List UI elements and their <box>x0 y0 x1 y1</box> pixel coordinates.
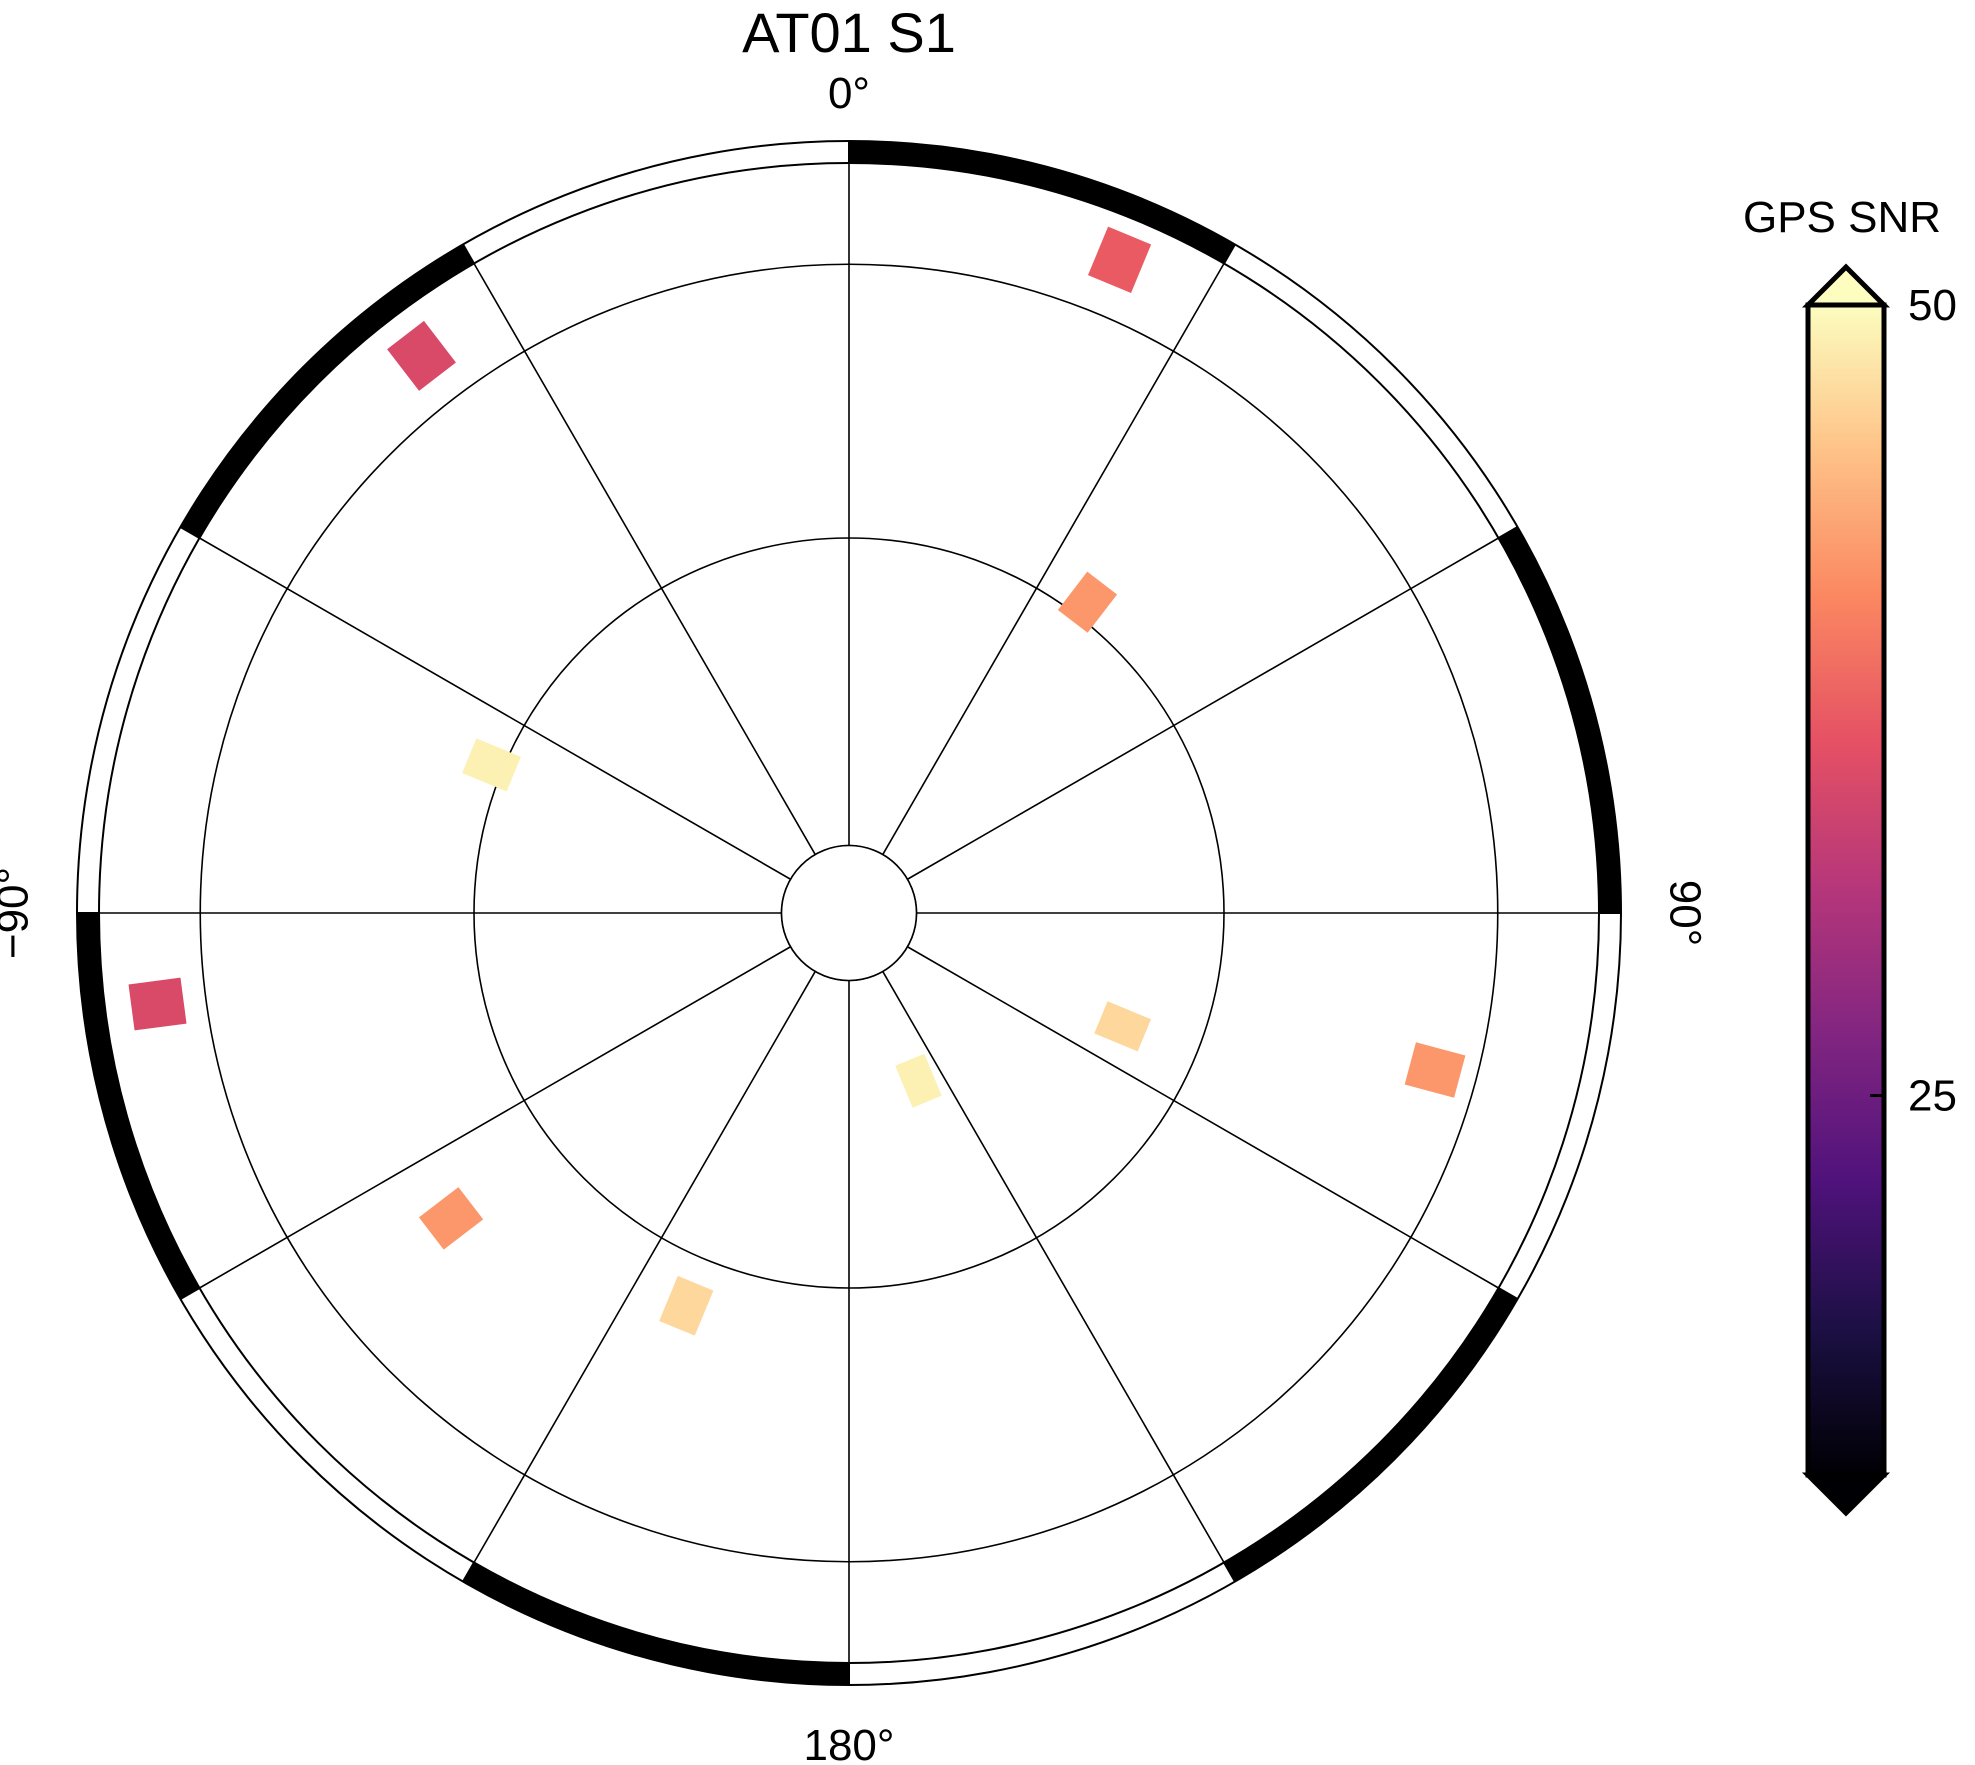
snr-cell <box>1094 1001 1151 1052</box>
frame-tick <box>179 526 200 539</box>
angle-label: −90° <box>0 867 38 959</box>
angle-label: 0° <box>828 69 870 118</box>
frame-segment <box>180 244 475 539</box>
frame-segment <box>1223 1287 1518 1582</box>
frame-tick <box>462 243 475 264</box>
snr-cell <box>1057 571 1118 633</box>
snr-cell <box>659 1275 714 1336</box>
radial-gridline <box>882 971 1225 1563</box>
polar-frame <box>76 140 1622 1686</box>
frame-segment <box>463 1562 850 1685</box>
snr-cell <box>1404 1042 1466 1098</box>
colorbar-extend-bottom <box>1801 1472 1891 1517</box>
angle-label: 180° <box>803 1721 894 1765</box>
frame-segment <box>1498 527 1621 914</box>
radial-ring <box>473 537 1225 1289</box>
snr-cells <box>128 226 1466 1336</box>
snr-cell <box>895 1053 942 1108</box>
radial-gridline <box>199 537 791 880</box>
snr-cell <box>462 738 521 792</box>
radial-gridline <box>473 971 816 1563</box>
snr-cell <box>387 320 456 391</box>
frame-tick <box>1223 1562 1236 1583</box>
colorbar-extend-top <box>1801 263 1891 308</box>
frame-segment <box>77 912 200 1299</box>
angle-labels: 0° 90° 180° −90° <box>0 69 1709 1765</box>
radial-gridline <box>473 263 816 855</box>
colorbar-label: GPS SNR <box>1743 193 1941 242</box>
center-circle <box>780 844 918 982</box>
radial-gridline <box>907 537 1499 880</box>
frame-tick <box>1223 243 1236 264</box>
snr-cell <box>418 1187 484 1250</box>
colorbar-tick-label: 25 <box>1908 1072 1957 1121</box>
frame-segment <box>848 141 1235 264</box>
frame-tick <box>1498 1287 1519 1300</box>
frame-tick <box>179 1287 200 1300</box>
radial-ring <box>199 263 1499 1563</box>
radial-gridline <box>882 263 1225 855</box>
frame-tick <box>462 1562 475 1583</box>
angle-label: 90° <box>1660 880 1709 947</box>
chart-title: AT01 S1 <box>742 1 956 64</box>
colorbar-tick-label: 50 <box>1908 281 1957 330</box>
radial-gridline <box>907 946 1499 1289</box>
radial-gridline <box>199 946 791 1289</box>
colorbar: GPS SNR 25 50 <box>1743 193 1957 1517</box>
snr-cell <box>1087 226 1152 293</box>
snr-cell <box>128 977 187 1031</box>
colorbar-gradient <box>1805 302 1887 1478</box>
frame-tick <box>1498 526 1519 539</box>
